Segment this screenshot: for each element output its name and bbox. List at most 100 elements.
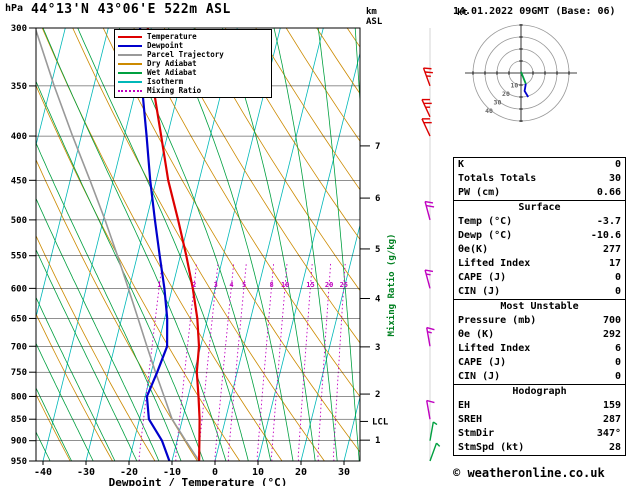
table-row: CIN (J) 0 [454,370,625,384]
svg-text:10: 10 [511,81,519,89]
svg-text:5: 5 [375,245,380,255]
wind-barb [422,67,433,87]
table-row: EH 159 [454,399,625,413]
row-label: Temp (°C) [458,216,513,227]
table-row: θe (K) 292 [454,328,625,342]
svg-text:950: 950 [11,457,27,467]
svg-text:-10: -10 [163,467,181,478]
row-label: CAPE (J) [458,272,507,283]
legend-item: Dewpoint [118,41,268,50]
svg-text:km: km [366,7,377,17]
row-label: EH [458,400,471,411]
table-row: CAPE (J) 0 [454,271,625,285]
legend-item: Mixing Ratio [118,86,268,95]
legend-label: Dewpoint [147,41,184,50]
legend: Temperature Dewpoint Parcel Trajectory Dry … [114,29,272,98]
svg-text:2: 2 [375,390,380,400]
svg-text:4: 4 [375,295,381,305]
svg-text:10: 10 [281,281,289,289]
row-label: StmDir [458,428,495,439]
svg-text:-20: -20 [120,467,138,478]
legend-item: Temperature [118,32,268,41]
row-label: Lifted Index [458,343,531,354]
svg-text:1: 1 [157,281,161,289]
skewt-background [36,28,360,461]
row-value: 0 [614,286,621,297]
svg-text:850: 850 [11,415,27,425]
copyright: © weatheronline.co.uk [453,466,605,480]
table-row: PW (cm) 0.66 [454,186,625,200]
wind-barb-column [421,28,441,462]
svg-text:2: 2 [192,281,196,289]
wind-barb [429,442,441,462]
legend-line-sample [118,71,142,74]
wind-barb [424,200,435,221]
row-label: Totals Totals [458,173,537,184]
row-label: CIN (J) [458,286,501,297]
row-value: 347° [596,428,621,439]
table-row: StmSpd (kt) 28 [454,441,625,455]
dewpoint-curve [139,28,171,461]
legend-line-sample [118,44,142,47]
table-row: CIN (J) 0 [454,285,625,299]
row-value: 0 [614,357,621,368]
row-value: 30 [608,173,621,184]
svg-text:LCL: LCL [372,417,389,427]
svg-text:900: 900 [11,437,27,447]
row-label: θe (K) [458,329,495,340]
svg-text:ASL: ASL [366,17,383,27]
svg-text:650: 650 [11,314,27,324]
datetime-label: 14.01.2022 09GMT (Base: 06) [453,6,616,17]
table-row: StmDir 347° [454,427,625,441]
row-value: 292 [602,329,621,340]
svg-text:30: 30 [338,467,350,478]
svg-text:10: 10 [252,467,264,478]
row-value: 0 [614,272,621,283]
row-value: -10.6 [590,230,621,241]
svg-text:40: 40 [485,107,493,115]
row-label: StmSpd (kt) [458,442,525,453]
row-value: 277 [602,244,621,255]
table-title: Surface [518,202,561,213]
wind-barb [424,269,434,289]
svg-text:15: 15 [306,281,314,289]
surface-table: Surface Temp (°C) -3.7 Dewp (°C) -10.6 θe(K) 2… [453,200,626,300]
wind-barb [421,118,432,137]
row-value: 17 [608,258,621,269]
svg-text:0: 0 [212,467,218,478]
svg-text:4: 4 [229,281,233,289]
legend-label: Mixing Ratio [147,86,202,95]
svg-text:Mixing Ratio (g/kg): Mixing Ratio (g/kg) [386,234,397,337]
table-row: Temp (°C) -3.7 [454,215,625,229]
table-row: Lifted Index 6 [454,342,625,356]
info-panel: K 0 Totals Totals 30 PW (cm) 0.66 Surface Temp… [453,157,626,456]
table-row: CAPE (J) 0 [454,356,625,370]
parcel-trajectory-curve [36,28,200,461]
table-row: SREH 287 [454,413,625,427]
row-value: 6 [614,343,621,354]
svg-text:20: 20 [502,90,510,98]
indices-table: K 0 Totals Totals 30 PW (cm) 0.66 [453,157,626,201]
row-value: 287 [602,414,621,425]
legend-label: Wet Adiabat [147,68,197,77]
svg-text:750: 750 [11,368,27,378]
svg-text:Dewpoint / Temperature (°C): Dewpoint / Temperature (°C) [109,476,288,486]
legend-line-sample [118,35,142,38]
mixing-ratio-lines [138,262,346,461]
svg-text:-30: -30 [77,467,95,478]
row-value: 0 [614,371,621,382]
hodograph-table: Hodograph EH 159 SREH 287 StmDir 347° StmSpd (k… [453,384,626,456]
table-row: Lifted Index 17 [454,257,625,271]
row-value: 0.66 [596,187,621,198]
dry-adiabat-lines [36,28,360,461]
svg-text:500: 500 [11,216,27,226]
wind-barb [421,98,432,118]
table-title: Hodograph [512,386,567,397]
row-label: Dewp (°C) [458,230,513,241]
legend-item: Isotherm [118,77,268,86]
row-label: Lifted Index [458,258,531,269]
svg-text:6: 6 [375,194,380,204]
row-value: 700 [602,315,621,326]
